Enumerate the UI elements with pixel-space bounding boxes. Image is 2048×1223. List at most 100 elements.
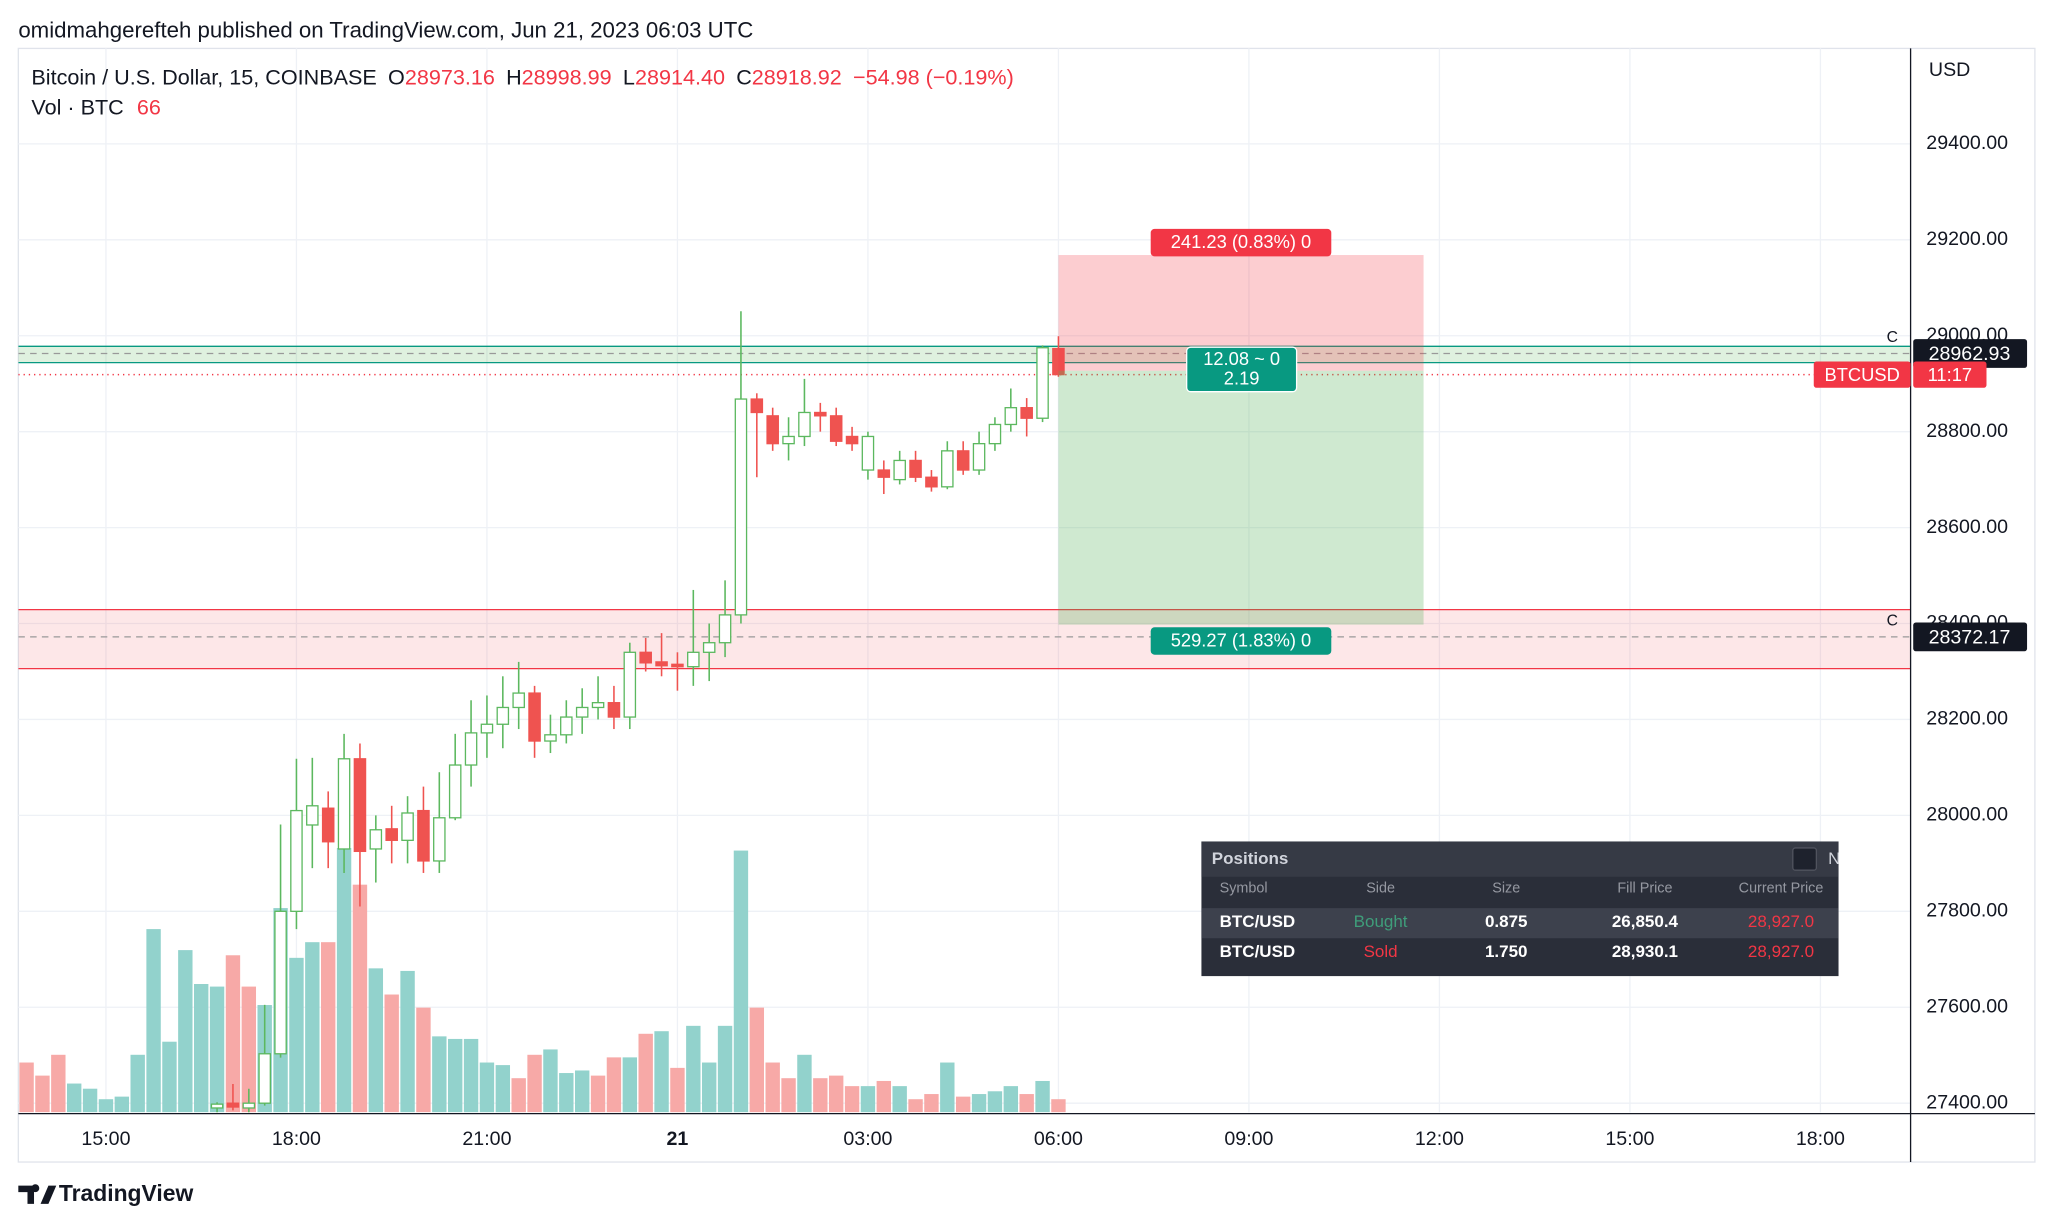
price-badge-bg: [1913, 339, 2028, 368]
volume-bar: [416, 1007, 431, 1113]
volume-bar: [19, 1062, 34, 1113]
volume-last: 66: [137, 94, 161, 119]
volume-bar: [781, 1078, 796, 1113]
stop-label-bg: [1150, 228, 1332, 257]
candle-body: [369, 829, 383, 850]
candle-body: [893, 459, 906, 481]
candle-body: [290, 809, 303, 912]
volume-bar: [1051, 1099, 1066, 1113]
price-badge: 28962.93: [1929, 343, 2011, 365]
volume-bar: [860, 1086, 876, 1113]
volume-bar: [352, 884, 368, 1113]
cell: 0.875: [1485, 912, 1528, 931]
volume-bar: [463, 1038, 479, 1113]
volume-bar: [384, 994, 399, 1113]
candle-body: [671, 663, 684, 668]
volume-bar: [209, 986, 225, 1113]
order-band: [18, 609, 1911, 669]
cell: 1.750: [1485, 942, 1528, 961]
candle-body: [750, 398, 764, 414]
candle-body: [1020, 407, 1033, 419]
published-line: omidmahgerefteh published on TradingView…: [18, 17, 753, 42]
x-tick-label: 21: [667, 1128, 689, 1150]
countdown: 11:17: [1928, 364, 1972, 385]
candle-body: [210, 1103, 224, 1109]
volume-bar: [590, 1075, 606, 1113]
entry-label: 12.08 ~ 0: [1203, 348, 1280, 369]
symbol-title: Bitcoin / U.S. Dollar, 15, COINBASE: [31, 64, 376, 89]
candle-body: [496, 706, 510, 725]
volume-bar: [717, 1025, 733, 1113]
column-header: Fill Price: [1617, 880, 1672, 896]
candle-body: [798, 411, 811, 438]
stop-label: 241.23 (0.83%) 0: [1171, 231, 1312, 252]
entry-label: 2.19: [1224, 368, 1260, 389]
y-tick-label: 27400.00: [1926, 1091, 2008, 1113]
y-tick-label: 28600.00: [1926, 516, 2008, 538]
volume-bar: [305, 942, 320, 1113]
panel-header: [1201, 841, 1839, 877]
candle-body: [845, 435, 859, 445]
volume-bar: [98, 1099, 114, 1113]
volume-bar: [622, 1057, 638, 1113]
candle-body: [401, 812, 414, 841]
cell: 26,850.4: [1612, 912, 1679, 931]
volume-bar: [368, 968, 384, 1113]
candle-body: [687, 651, 700, 668]
volume-bar: [654, 1031, 669, 1113]
volume-bar: [670, 1067, 685, 1113]
symbol-badge: BTCUSD: [1825, 364, 1900, 385]
candle-body: [956, 450, 970, 471]
candle-body: [655, 661, 668, 667]
column-header: Size: [1492, 880, 1520, 896]
checkbox[interactable]: [1792, 847, 1818, 871]
ohlc-value: 28973.16: [405, 64, 495, 89]
x-tick-label: 18:00: [1796, 1128, 1845, 1150]
candle-body: [480, 723, 494, 734]
volume-bar: [987, 1091, 1003, 1113]
cut-off-label: N: [1828, 849, 1840, 868]
volume-bar: [178, 950, 193, 1113]
candle-body: [353, 758, 367, 853]
plot: [19, 311, 1066, 1113]
candle-body: [591, 702, 605, 709]
volume-bar: [606, 1057, 622, 1113]
candle-body: [909, 459, 922, 478]
row-bg: [1201, 908, 1839, 939]
cell: Bought: [1354, 912, 1408, 931]
volume-bar: [813, 1078, 828, 1113]
column-header: Current Price: [1739, 880, 1824, 896]
candle-body: [337, 758, 351, 850]
candle-body: [560, 716, 573, 736]
candle-body: [877, 469, 891, 478]
candle-body: [925, 476, 938, 488]
logo-mark: [18, 1184, 57, 1204]
candle-body: [766, 415, 779, 445]
target-label-bg: [1150, 627, 1332, 655]
volume-bar: [574, 1070, 590, 1113]
candle-body: [226, 1102, 240, 1108]
x-tick-label: 06:00: [1034, 1128, 1083, 1150]
candle-body: [512, 692, 525, 709]
candle-body: [623, 651, 637, 718]
target-label: 529.27 (1.83%) 0: [1171, 629, 1312, 650]
volume-bar: [971, 1094, 987, 1113]
order-marker: C: [1887, 612, 1898, 629]
volume-bar: [828, 1075, 844, 1113]
volume-bar: [1019, 1094, 1034, 1113]
panel-title: Positions: [1212, 849, 1289, 868]
ohlc-key: C: [736, 64, 752, 89]
volume-bar: [67, 1083, 82, 1113]
candle-body: [941, 450, 954, 488]
y-tick-label: 28800.00: [1926, 420, 2008, 442]
volume-bar: [447, 1038, 463, 1113]
order-band: [18, 346, 1911, 363]
candle-body: [861, 435, 875, 471]
candle-body: [464, 732, 478, 766]
y-tick-label: 28200.00: [1926, 708, 2008, 730]
candle-body: [718, 614, 732, 644]
footer-logo: TradingView: [18, 1180, 194, 1206]
ohlc-key: L: [623, 64, 635, 89]
volume-bar: [543, 1049, 558, 1113]
candle-body: [1004, 407, 1018, 426]
